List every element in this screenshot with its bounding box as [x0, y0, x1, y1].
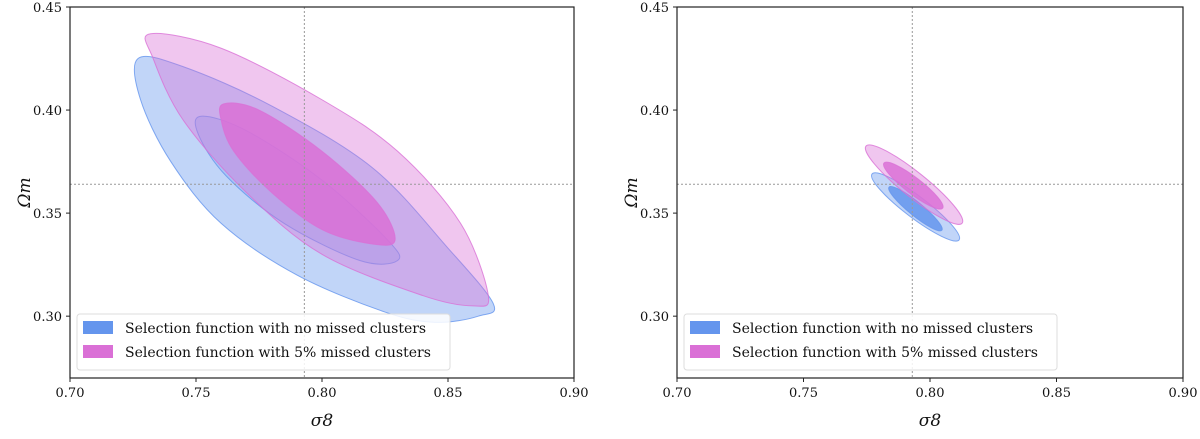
- x-axis-label: σ8: [311, 411, 334, 431]
- x-tick-label: 0.90: [1169, 386, 1198, 401]
- y-tick-label: 0.35: [33, 207, 62, 222]
- legend-label: Selection function with no missed cluste…: [732, 321, 1033, 337]
- x-tick-label: 0.75: [789, 386, 818, 401]
- x-tick-label: 0.85: [1042, 386, 1071, 401]
- y-tick-label: 0.40: [33, 104, 62, 119]
- x-axis-label: σ8: [919, 411, 942, 431]
- contour-blue-inner: [888, 186, 943, 232]
- y-tick-label: 0.45: [640, 1, 669, 16]
- legend-label: Selection function with no missed cluste…: [125, 321, 426, 337]
- y-tick-label: 0.30: [640, 310, 669, 325]
- chart-panel-1: 0.70 0.75 0.80 0.85 0.90 0.30 0.35 0.40 0.45 σ8 Ωm…: [15, 1, 588, 431]
- chart-panel-2: 0.70 0.75 0.80 0.85 0.90 0.30 0.35 0.40 0.45 σ8 Ωm…: [622, 1, 1197, 431]
- x-tick-label: 0.85: [434, 386, 463, 401]
- legend-box: [76, 313, 451, 371]
- legend-swatch-blue: [690, 321, 720, 334]
- legend-label: Selection function with 5% missed cluste…: [125, 345, 431, 361]
- x-tick-label: 0.70: [663, 386, 692, 401]
- legend: Selection function with no missed cluste…: [683, 313, 1058, 371]
- x-tick-label: 0.70: [56, 386, 85, 401]
- x-tick-label: 0.75: [182, 386, 211, 401]
- legend: Selection function with no missed cluste…: [76, 313, 451, 371]
- y-tick-label: 0.40: [640, 104, 669, 119]
- y-axis-label: Ωm: [622, 177, 642, 208]
- legend-swatch-pink: [83, 345, 113, 358]
- y-tick-label: 0.45: [33, 1, 62, 16]
- x-tick-label: 0.80: [308, 386, 337, 401]
- y-tick-label: 0.35: [640, 207, 669, 222]
- y-tick-label: 0.30: [33, 310, 62, 325]
- legend-label: Selection function with 5% missed cluste…: [732, 345, 1038, 361]
- legend-swatch-blue: [83, 321, 113, 334]
- contour-pink-inner: [218, 102, 396, 246]
- y-axis-label: Ωm: [15, 177, 35, 208]
- contour-pink-inner: [883, 161, 944, 210]
- x-tick-label: 0.80: [916, 386, 945, 401]
- legend-swatch-pink: [690, 345, 720, 358]
- legend-box: [683, 313, 1058, 371]
- x-tick-label: 0.90: [560, 386, 589, 401]
